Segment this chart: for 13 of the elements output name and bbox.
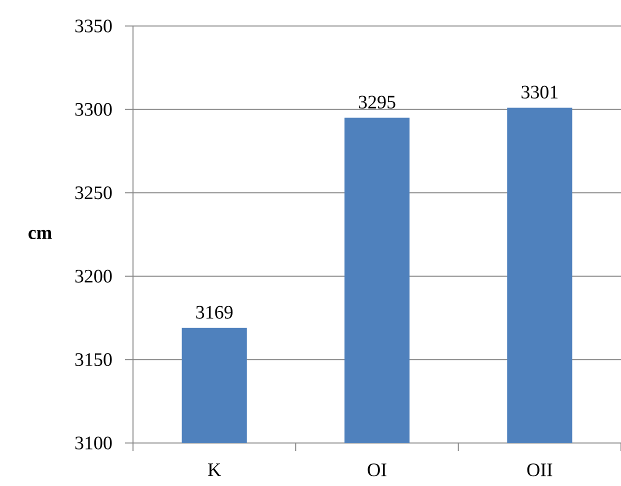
y-tick-label: 3250 [75,186,112,200]
y-tick-label: 3200 [75,270,112,283]
data-label: 3169 [196,306,233,319]
y-tick-label: 3150 [75,353,112,366]
y-tick-label: 3300 [75,102,112,116]
x-tick-label: K [208,464,222,476]
x-tick-label: OII [527,464,552,476]
y-axis-title: cm [28,230,52,240]
data-label: 3301 [522,86,558,99]
x-tick-label: OI [368,464,386,476]
data-label: 3295 [358,96,396,109]
y-tick-label: 3100 [75,436,112,450]
y-tick-label: 3350 [75,20,112,32]
